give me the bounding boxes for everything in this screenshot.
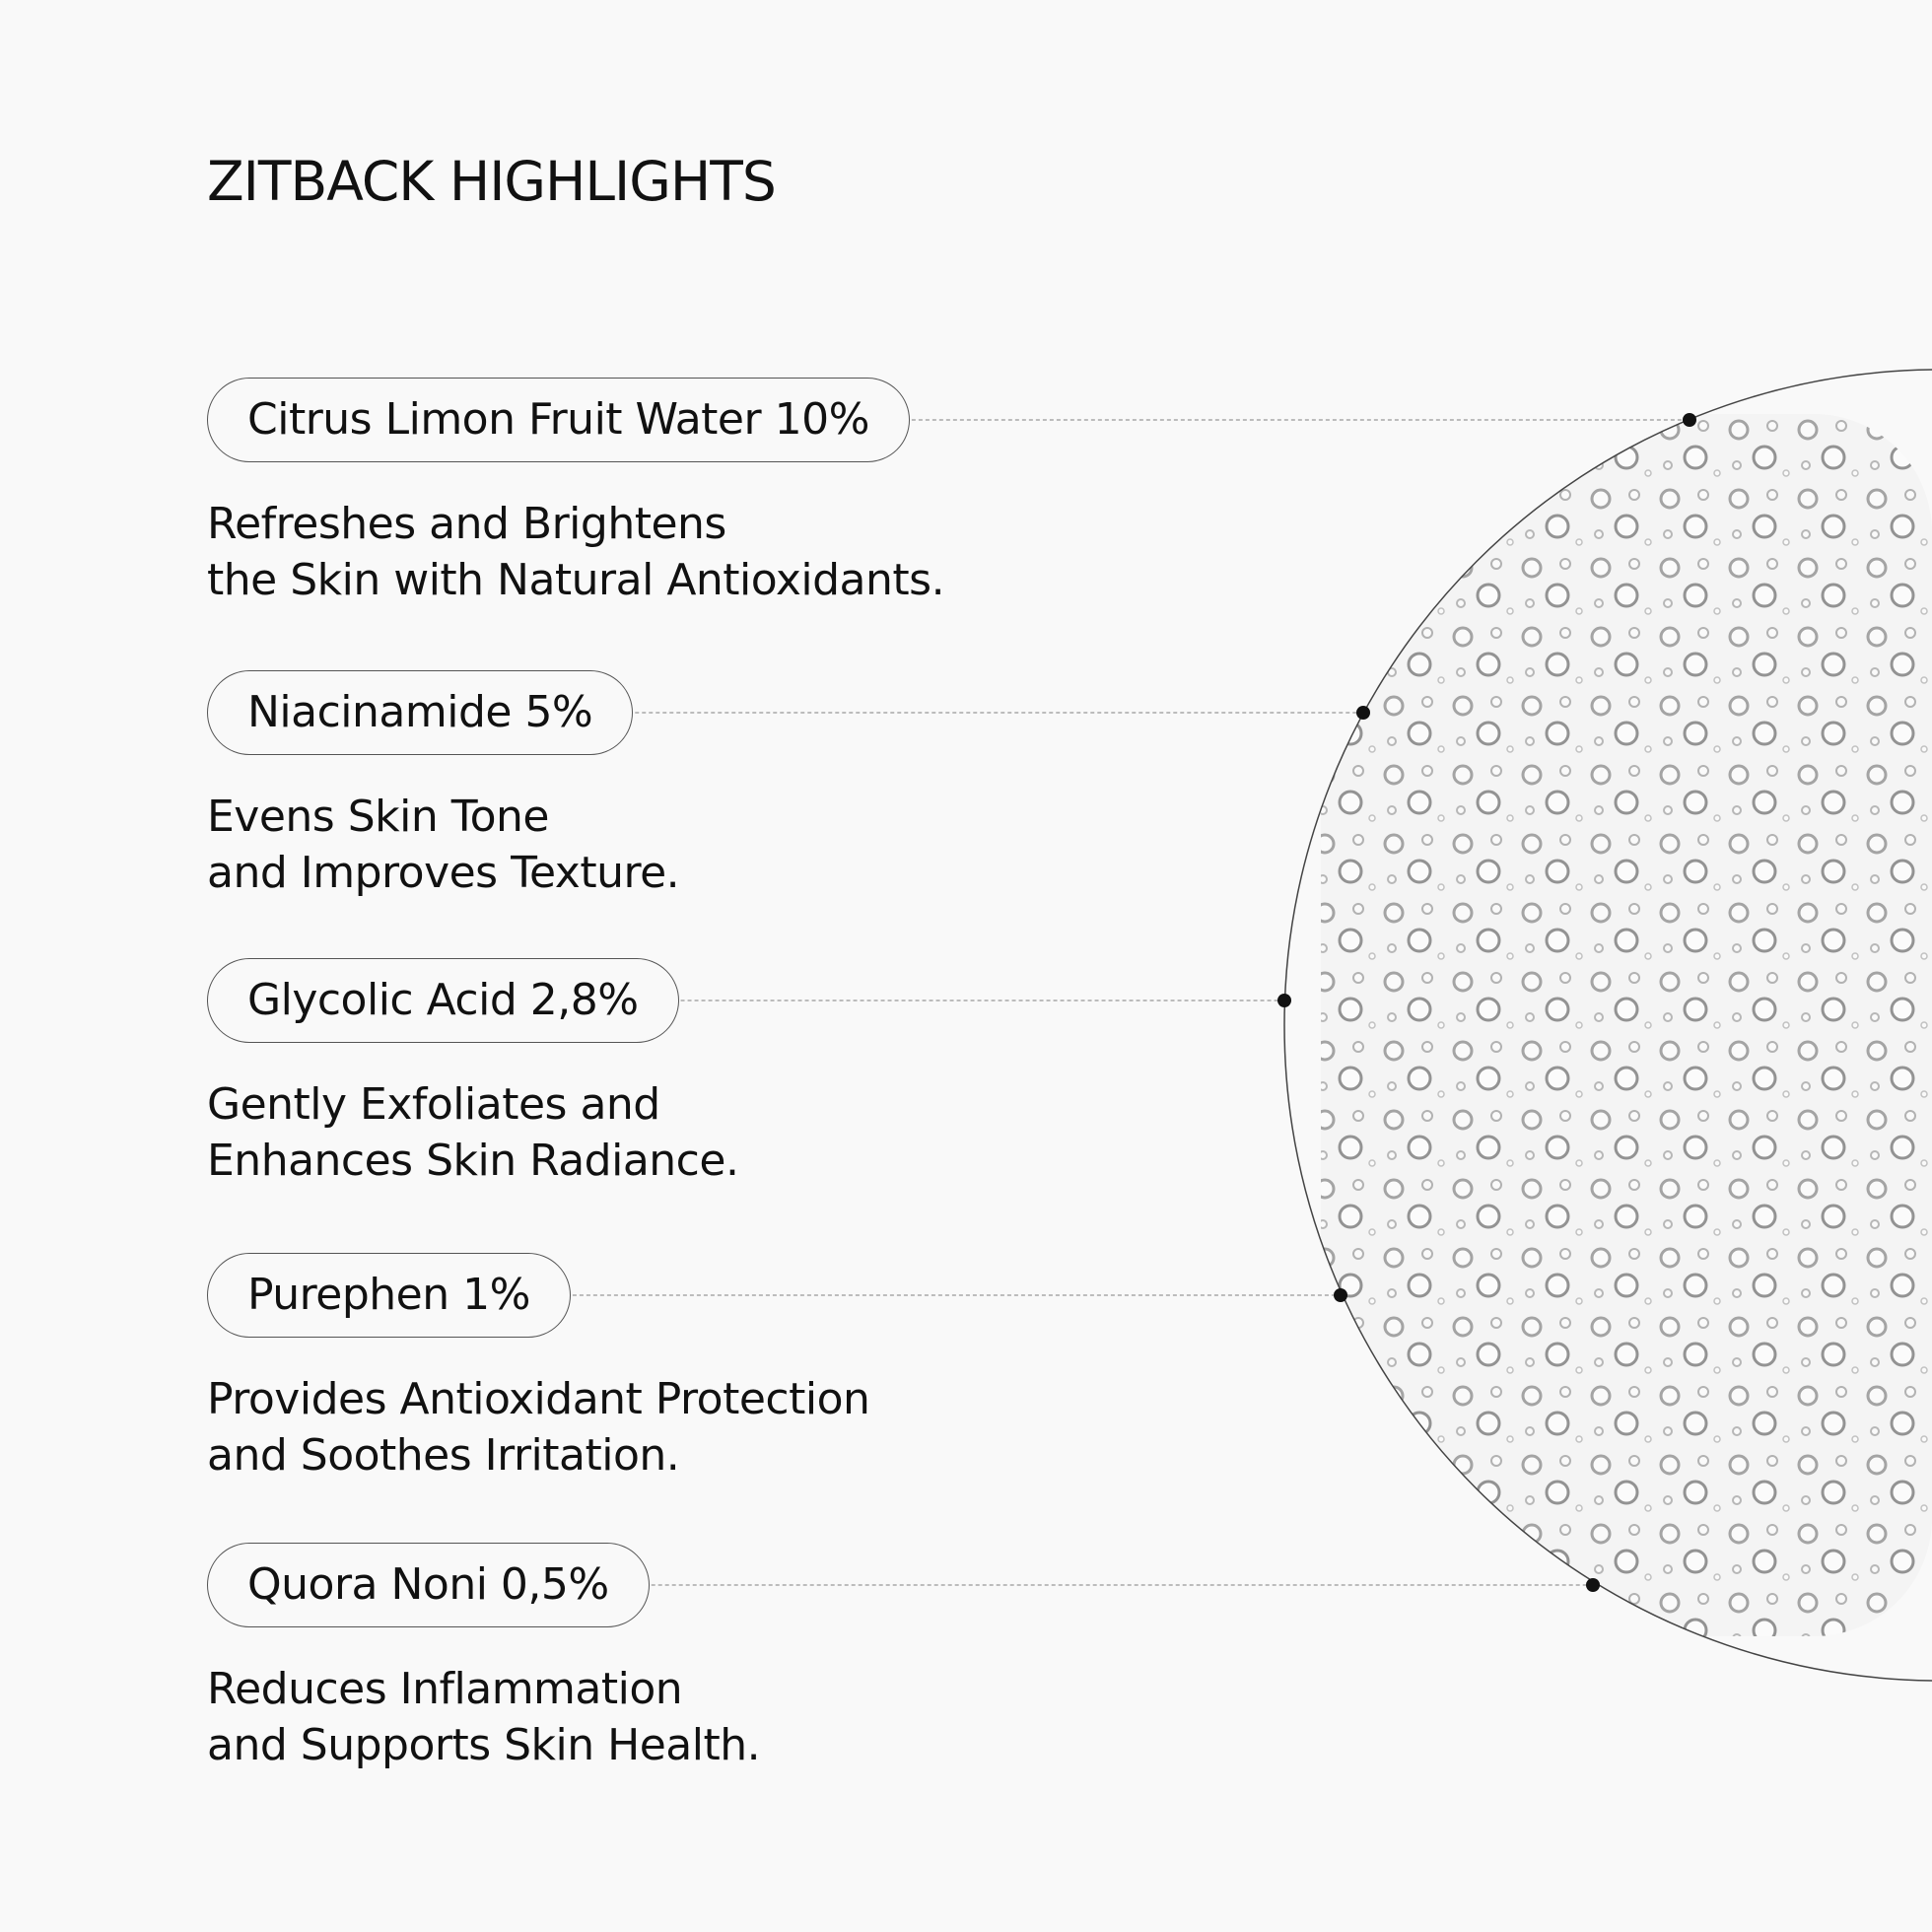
description-line: Enhances Skin Radiance. [207,1136,739,1186]
connector-dot [1683,413,1696,427]
ingredient-description: Gently Exfoliates and Enhances Skin Radia… [207,1076,739,1189]
description-line: and Soothes Irritation. [207,1430,680,1481]
title: ZITBACK HIGHLIGHTS [207,150,777,213]
connector-dot [1586,1578,1600,1592]
ingredient-description: Refreshes and Brightens the Skin with Nat… [207,496,945,608]
connector-dot [1356,706,1370,720]
description-line: Refreshes and Brightens [207,499,726,549]
description-line: Gently Exfoliates and [207,1079,660,1130]
description-line: the Skin with Natural Antioxidants. [207,555,945,605]
ingredient-pill: Purephen 1% [207,1253,571,1338]
description-line: Provides Antioxidant Protection [207,1374,870,1424]
ingredient-description: Reduces Inflammation and Supports Skin He… [207,1661,761,1773]
droplet-texture [1321,414,1932,1636]
description-line: and Improves Texture. [207,848,680,898]
ingredient-pill: Niacinamide 5% [207,670,634,755]
connector-dot [1334,1288,1347,1302]
ingredient-pill: Glycolic Acid 2,8% [207,958,679,1043]
ingredient-description: Evens Skin Tone and Improves Texture. [207,789,680,901]
ingredient-pill: Citrus Limon Fruit Water 10% [207,378,910,462]
ingredient-description: Provides Antioxidant Protection and Sooth… [207,1371,870,1484]
description-line: Evens Skin Tone [207,792,550,842]
outline-circle [1283,369,1932,1682]
connector-dot [1277,994,1291,1007]
description-line: and Supports Skin Health. [207,1720,761,1770]
connectors [572,413,1696,1592]
description-line: Reduces Inflammation [207,1664,683,1714]
ingredient-pill: Quora Noni 0,5% [207,1543,650,1627]
